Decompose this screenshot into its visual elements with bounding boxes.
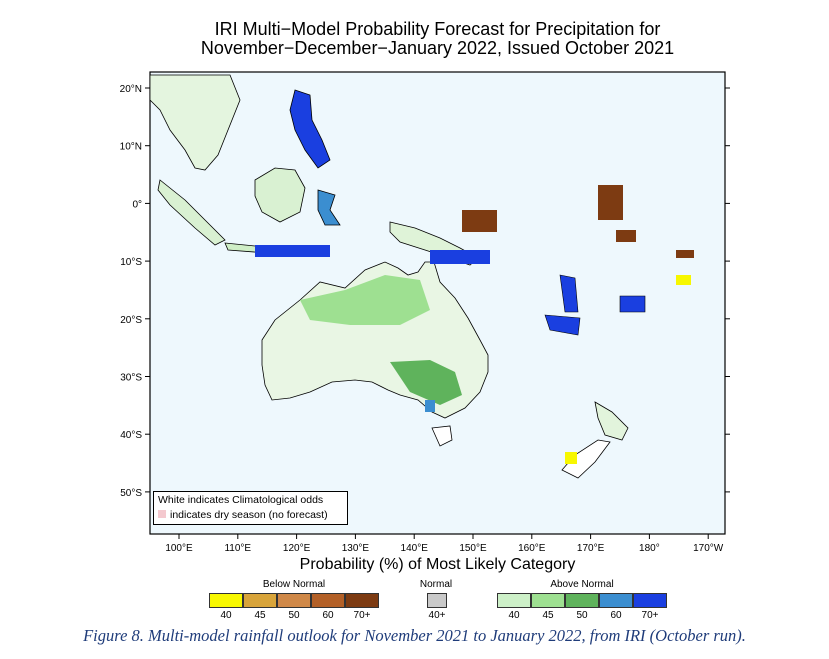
above-normal-swatch-label: 70+ <box>641 610 659 621</box>
lat-label: 0° <box>132 199 142 210</box>
normal-label: Normal <box>419 579 453 590</box>
lon-label: 170°E <box>577 543 605 554</box>
dry-season-note-row: indicates dry season (no forecast) <box>158 508 343 523</box>
lon-label: 180° <box>639 543 660 554</box>
north-australia-green <box>300 275 430 325</box>
lon-label: 130°E <box>342 543 370 554</box>
below-normal-swatch <box>345 593 379 608</box>
tasmania <box>431 425 453 447</box>
below-normal-label: Below Normal <box>262 579 326 590</box>
lon-label: 150°E <box>459 543 487 554</box>
figure-caption: Figure 8. Multi-model rainfall outlook f… <box>83 626 746 645</box>
map-title-line-1: IRI Multi−Model Probability Forecast for… <box>214 19 661 39</box>
philippines <box>289 89 331 169</box>
normal-swatch <box>427 593 447 608</box>
borneo <box>254 167 306 223</box>
below-normal-swatch-label: 70+ <box>353 610 371 621</box>
above-normal-swatch-label: 45 <box>542 610 554 621</box>
lon-label: 120°E <box>283 543 311 554</box>
tonga-yellow-block <box>676 275 691 285</box>
samoa-brown-block <box>676 250 694 258</box>
lon-label: 140°E <box>401 543 429 554</box>
above-normal-swatch-label: 50 <box>576 610 588 621</box>
above-normal-swatch <box>497 593 531 608</box>
lat-label: 20°S <box>120 315 142 326</box>
new-caledonia-blue <box>544 314 581 336</box>
new-zealand-north <box>594 401 629 441</box>
lon-label: 100°E <box>165 543 193 554</box>
lat-label: 40°S <box>120 430 142 441</box>
lat-axis: 20°N 10°N 0° 10°S 20°S 30°S 40°S 50°S <box>120 84 730 499</box>
east-australia-green <box>390 360 462 405</box>
lat-label: 30°S <box>120 373 142 384</box>
lon-axis: 100°E 110°E 120°E 130°E 140°E 150°E 160°E 170°E… <box>165 534 724 554</box>
map-title-line-2: November−December−January 2022, Issued O… <box>200 38 675 58</box>
lat-label: 10°N <box>120 142 142 153</box>
sumatra <box>157 179 226 246</box>
normal-swatch-label: 40+ <box>428 610 446 621</box>
lat-label: 50°S <box>120 488 142 499</box>
below-normal-swatch <box>311 593 345 608</box>
nsw-blue-spot <box>425 400 435 412</box>
lon-label: 110°E <box>224 543 251 554</box>
lon-label: 160°E <box>518 543 546 554</box>
above-normal-swatch <box>599 593 633 608</box>
below-normal-swatch <box>209 593 243 608</box>
png-brown-block <box>462 210 497 232</box>
above-normal-swatch <box>633 593 667 608</box>
above-normal-swatch-label: 60 <box>610 610 622 621</box>
dry-season-swatch <box>158 510 166 518</box>
above-normal-swatch <box>531 593 565 608</box>
above-normal-swatch <box>565 593 599 608</box>
nz-yellow-block <box>565 452 577 464</box>
banda-band-blue <box>255 245 330 257</box>
below-normal-swatch <box>243 593 277 608</box>
below-normal-swatch-label: 60 <box>322 610 334 621</box>
fiji-blue <box>619 295 646 313</box>
lon-label: 170°W <box>693 543 724 554</box>
lat-label: 10°S <box>120 257 142 268</box>
sulawesi <box>317 189 341 226</box>
tuvalu-brown-block <box>616 230 636 242</box>
lat-label: 20°N <box>120 84 142 95</box>
vanuatu-blue <box>559 274 579 313</box>
below-normal-swatch-label: 50 <box>288 610 300 621</box>
asia-mainland <box>149 74 241 171</box>
below-normal-swatch-label: 40 <box>220 610 232 621</box>
above-normal-swatch-label: 40 <box>508 610 520 621</box>
below-normal-swatch-label: 45 <box>254 610 266 621</box>
climatological-odds-note: White indicates Climatological odds <box>158 494 324 506</box>
legend-title: Probability (%) of Most Likely Category <box>299 556 576 573</box>
new-guinea-south-blue <box>430 250 490 264</box>
legend-note-box: White indicates Climatological odds indi… <box>153 491 348 525</box>
kiribati-brown-block <box>598 185 623 220</box>
below-normal-swatch <box>277 593 311 608</box>
dry-season-note: indicates dry season (no forecast) <box>170 509 328 521</box>
above-normal-label: Above Normal <box>550 579 614 590</box>
